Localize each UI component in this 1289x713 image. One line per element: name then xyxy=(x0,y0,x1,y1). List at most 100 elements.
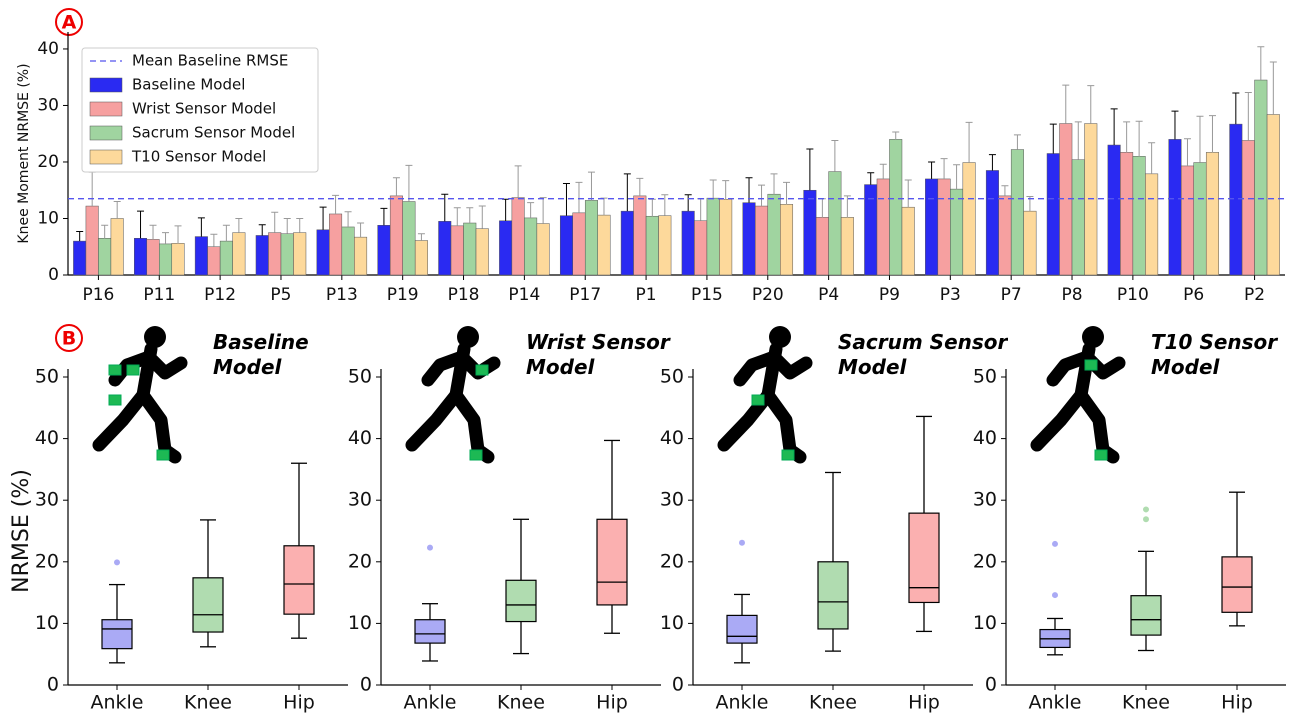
y-tick-label: 40 xyxy=(973,427,997,449)
panel-title-box: Baseline Model xyxy=(213,330,323,390)
y-tick-label: 40 xyxy=(35,427,59,449)
bar xyxy=(256,235,269,275)
bar xyxy=(390,196,403,275)
bar xyxy=(1194,163,1207,275)
y-tick-label: 0 xyxy=(360,674,372,696)
bar xyxy=(621,211,634,275)
runner-icon xyxy=(99,326,181,460)
bar xyxy=(707,198,720,275)
error-bar xyxy=(831,141,838,172)
bar xyxy=(451,226,464,275)
error-bar xyxy=(1257,47,1264,80)
error-bar xyxy=(636,178,643,196)
bar xyxy=(354,237,367,275)
box xyxy=(1131,596,1161,635)
y-tick-label: 30 xyxy=(37,95,59,115)
bar xyxy=(780,204,793,275)
sensor-icon xyxy=(1085,360,1097,370)
bar xyxy=(1108,145,1121,275)
error-bar xyxy=(722,181,729,200)
outlier xyxy=(1143,516,1149,522)
sensor-icon xyxy=(127,365,139,375)
x-tick-label: P17 xyxy=(569,285,601,305)
error-bar xyxy=(1001,186,1008,196)
y-axis-label: NRMSE (%) xyxy=(9,469,34,593)
bar xyxy=(646,216,659,275)
box xyxy=(506,580,536,621)
y-tick-label: 30 xyxy=(35,489,59,511)
bar xyxy=(816,217,829,275)
bar xyxy=(208,247,221,275)
box xyxy=(818,562,848,629)
bar xyxy=(464,223,477,275)
x-tick-label: P9 xyxy=(879,285,900,305)
y-tick-label: 50 xyxy=(35,366,59,388)
error-bar xyxy=(880,164,887,179)
y-tick-label: 20 xyxy=(348,550,372,572)
error-bar xyxy=(588,172,595,200)
panel-label: A xyxy=(62,12,77,34)
error-bar xyxy=(600,198,607,215)
bar xyxy=(999,196,1012,275)
error-bar xyxy=(320,207,327,230)
legend-swatch xyxy=(90,102,122,116)
runner-icon xyxy=(724,326,806,460)
x-tick-label: Knee xyxy=(1122,692,1170,713)
runner-limb xyxy=(768,395,800,457)
y-tick-label: 30 xyxy=(660,489,684,511)
x-tick-label: Knee xyxy=(184,692,232,713)
bar xyxy=(329,214,342,275)
outlier xyxy=(1052,592,1058,598)
box xyxy=(909,513,939,602)
x-tick-label: Hip xyxy=(908,692,940,713)
bar xyxy=(524,218,537,275)
box xyxy=(597,519,627,605)
bar xyxy=(560,216,573,275)
error-bar xyxy=(697,199,704,221)
box xyxy=(102,620,132,649)
runner-limb xyxy=(456,395,488,457)
error-bar xyxy=(454,208,461,226)
bar xyxy=(98,238,111,275)
legend-swatch xyxy=(90,150,122,164)
runner-limb xyxy=(149,357,181,373)
error-bar xyxy=(1111,109,1118,145)
runner-icon xyxy=(1037,326,1119,460)
error-bar xyxy=(989,155,996,171)
bar xyxy=(902,207,915,275)
error-bar xyxy=(540,198,547,224)
bar xyxy=(598,215,611,275)
bar xyxy=(537,224,550,275)
error-bar xyxy=(162,233,169,244)
error-bar xyxy=(806,149,813,190)
outlier xyxy=(1052,541,1058,547)
outlier xyxy=(739,540,745,546)
y-tick-label: 40 xyxy=(37,39,59,59)
error-bar xyxy=(466,208,473,223)
error-bar xyxy=(1087,86,1094,124)
bar xyxy=(1145,174,1158,275)
error-bar xyxy=(114,202,121,219)
y-tick-label: 20 xyxy=(660,550,684,572)
bar xyxy=(1181,166,1194,275)
error-bar xyxy=(479,206,486,229)
box xyxy=(727,615,757,643)
x-tick-label: P11 xyxy=(143,285,175,305)
y-tick-label: 30 xyxy=(973,489,997,511)
bar xyxy=(889,139,902,275)
x-tick-label: P6 xyxy=(1183,285,1204,305)
legend-label: Baseline Model xyxy=(132,76,245,94)
x-tick-label: Ankle xyxy=(715,692,768,713)
bar xyxy=(925,179,938,275)
y-tick-label: 20 xyxy=(37,152,59,172)
error-bar xyxy=(259,225,266,236)
error-bar xyxy=(1196,116,1203,162)
error-bar xyxy=(393,178,400,196)
x-tick-label: P13 xyxy=(326,285,358,305)
error-bar xyxy=(819,199,826,218)
x-tick-label: P20 xyxy=(752,285,784,305)
x-tick-label: P12 xyxy=(204,285,236,305)
bar xyxy=(682,211,695,275)
bar xyxy=(659,216,672,275)
x-tick-label: Ankle xyxy=(403,692,456,713)
